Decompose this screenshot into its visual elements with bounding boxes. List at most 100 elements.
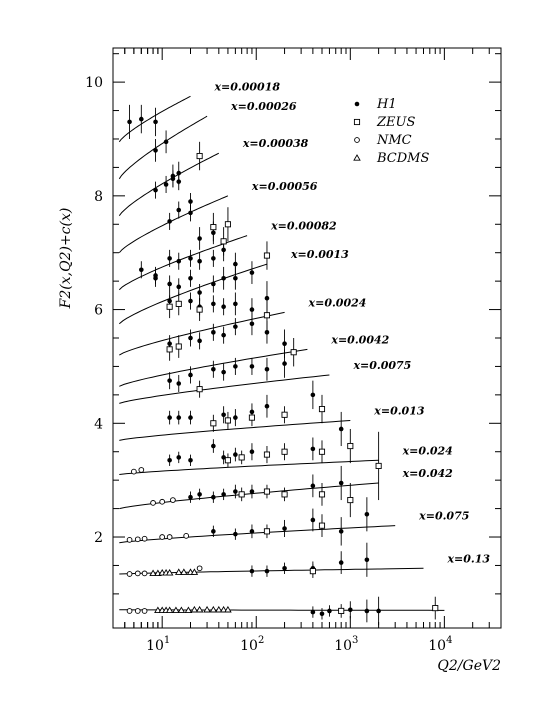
data-point-bcdms [149, 569, 157, 577]
data-point-h1 [282, 526, 287, 531]
fit-curve [118, 195, 229, 254]
data-point-h1 [163, 182, 169, 187]
data-point-zeus [196, 306, 203, 313]
data-point-bcdms [165, 568, 174, 576]
data-point-nmc [170, 497, 176, 503]
data-point-zeus [220, 238, 227, 245]
bin-label: x=0.00026 [230, 100, 297, 113]
data-point-zeus [338, 607, 345, 614]
legend-label: ZEUS [376, 115, 415, 130]
data-point-h1 [188, 256, 193, 261]
data-point-h1 [167, 219, 172, 224]
data-point-h1 [249, 489, 255, 494]
data-point-zeus [318, 522, 326, 529]
data-point-h1 [153, 119, 158, 125]
data-point-nmc [126, 537, 133, 543]
fit-curves [118, 95, 445, 611]
data-point-h1 [338, 529, 344, 534]
data-point-h1 [188, 372, 193, 378]
fit-curve [119, 459, 379, 475]
data-point-h1 [310, 483, 316, 489]
fit-curve [118, 235, 248, 291]
legend-marker-zeus [353, 118, 361, 126]
data-point-h1 [249, 321, 255, 327]
data-point-h1 [197, 290, 202, 295]
data-point-zeus [238, 491, 245, 498]
fit-curve [119, 609, 445, 611]
data-point-zeus [347, 497, 354, 504]
data-point-nmc [159, 498, 166, 505]
legend-label: H1 [376, 97, 397, 112]
data-point-zeus [248, 414, 255, 421]
data-point-h1 [176, 415, 182, 420]
data-point-h1 [176, 179, 182, 184]
data-point-zeus [290, 349, 297, 356]
data-point-h1 [153, 275, 158, 281]
data-point-h1 [249, 568, 255, 574]
data-point-h1 [167, 457, 172, 463]
data-point-h1 [233, 261, 238, 267]
data-point-h1 [233, 531, 238, 537]
data-point-bcdms [215, 605, 223, 613]
data-point-h1 [249, 270, 255, 275]
data-point-h1 [249, 529, 255, 534]
data-point-h1 [233, 301, 238, 307]
data-point-zeus [375, 462, 382, 469]
data-point-h1 [264, 366, 270, 372]
data-point-zeus [238, 454, 245, 461]
data-point-h1 [211, 366, 216, 372]
data-point-h1 [221, 492, 226, 497]
bin-label: x=0.013 [373, 404, 425, 417]
data-point-h1 [211, 529, 216, 534]
data-point-h1 [310, 446, 316, 452]
data-point-h1 [211, 301, 216, 307]
data-point-h1 [176, 284, 182, 290]
data-point-h1 [249, 449, 255, 455]
data-point-zeus [318, 406, 326, 413]
data-point-h1 [376, 608, 381, 614]
data-point-zeus [263, 252, 271, 259]
data-points [126, 104, 439, 626]
data-point-h1 [211, 494, 216, 500]
legend-marker-nmc [354, 137, 360, 143]
data-point-zeus [318, 448, 326, 455]
data-point-h1 [348, 607, 353, 613]
data-point-bcdms [180, 568, 188, 575]
data-point-h1 [221, 275, 226, 281]
data-point-zeus [224, 221, 231, 228]
data-point-h1 [167, 415, 172, 420]
data-point-zeus [224, 457, 231, 464]
data-point-nmc [141, 608, 148, 614]
data-point-zeus [263, 312, 271, 319]
data-point-bcdms [224, 605, 232, 613]
legend-marker-bcdms [353, 154, 361, 161]
bin-labels: x=0.00018 x=0.00026 x=0.00038 x=0.00056 x=0.… [213, 80, 490, 565]
data-point-nmc [183, 533, 190, 539]
data-point-bcdms [209, 605, 218, 613]
data-point-h1 [364, 557, 370, 563]
data-point-h1 [188, 275, 193, 281]
data-point-h1 [310, 392, 316, 398]
data-point-nmc [131, 468, 137, 475]
data-point-zeus [224, 417, 231, 424]
fit-curve [118, 115, 208, 180]
bin-label: x=0.00018 [213, 80, 280, 93]
y-tick-label: 8 [94, 189, 103, 205]
data-point-zeus [318, 491, 326, 498]
data-point-h1 [167, 256, 172, 261]
data-point-h1 [188, 457, 193, 463]
data-point-h1 [233, 452, 238, 457]
data-point-zeus [263, 528, 271, 535]
x-tick-label: 102 [240, 635, 264, 654]
axis-labels: F2(x,Q2)+c(x) Q2/GeV2 [58, 208, 501, 674]
bin-label: x=0.13 [447, 552, 491, 565]
data-point-h1 [163, 139, 169, 145]
data-point-bcdms [165, 606, 174, 614]
bin-label: x=0.0024 [308, 296, 367, 309]
data-point-h1 [310, 609, 316, 615]
fit-curve [119, 311, 285, 356]
data-point-h1 [176, 455, 182, 460]
data-point-nmc [138, 467, 145, 473]
data-point-h1 [170, 176, 176, 182]
data-point-zeus [175, 300, 182, 307]
